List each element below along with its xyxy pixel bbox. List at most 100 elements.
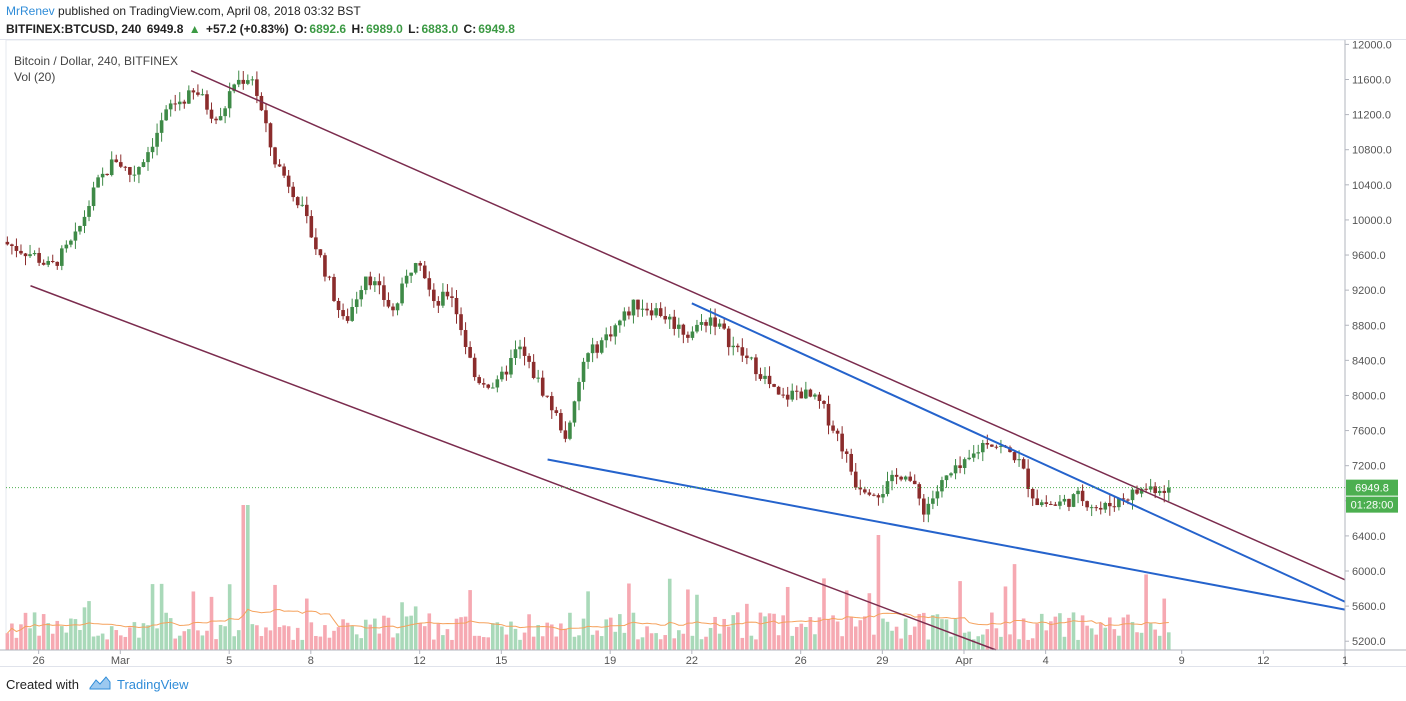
volume-bar [563, 628, 568, 650]
tradingview-logo-icon[interactable] [88, 675, 112, 696]
chart-area[interactable]: 5200.05600.06000.06400.06800.07200.07600… [0, 39, 1406, 667]
volume-bar [332, 630, 336, 650]
candle-body [754, 357, 758, 375]
symbol-ohlc-line: BITFINEX:BTCUSD, 240 6949.8 ▲ +57.2 (+0.… [6, 22, 517, 36]
volume-bar [50, 633, 55, 650]
volume-bar [1112, 629, 1117, 650]
volume-bar [531, 636, 536, 650]
candle-body [699, 322, 704, 325]
volume-bar [391, 637, 395, 650]
candle-body [985, 442, 990, 445]
candle-body [595, 344, 599, 353]
candle-body [436, 301, 441, 306]
volume-bar [549, 624, 554, 650]
volume-bar [776, 635, 781, 650]
volume-bar [1067, 617, 1071, 650]
volume-bar [46, 623, 50, 650]
volume-bar [1126, 614, 1130, 650]
candle-body [418, 263, 423, 266]
volume-bar [477, 635, 481, 650]
candle-body [382, 285, 386, 300]
volume-bar [1166, 632, 1171, 650]
volume-bar [422, 626, 427, 650]
candle-body [264, 110, 268, 124]
volume-bar [794, 626, 799, 650]
time-tick-label: 8 [308, 655, 314, 666]
candle-body [91, 187, 96, 207]
candle-body [763, 375, 767, 379]
candle-body [876, 495, 881, 498]
candle-body [359, 290, 364, 300]
candle-body [495, 379, 500, 388]
volume-bar [790, 635, 795, 650]
candle-body [282, 166, 286, 176]
volume-bar [277, 627, 282, 650]
volume-bar [472, 635, 477, 650]
candle-body [758, 374, 763, 379]
candle-body [726, 328, 731, 348]
volume-bar [1058, 613, 1062, 650]
volume-bar [91, 636, 96, 650]
candle-body [1094, 507, 1098, 509]
trendline-upper-resistance [190, 70, 1346, 581]
candle-body [5, 241, 10, 245]
candle-body [872, 494, 876, 496]
volume-bar [250, 624, 255, 650]
footer: Created with TradingView [0, 666, 1406, 701]
candle-body [128, 167, 132, 175]
volume-bar [150, 584, 155, 650]
volume-bar [96, 635, 100, 650]
candle-body [223, 108, 227, 117]
candle-body [137, 167, 141, 175]
candle-body [232, 84, 237, 92]
volume-bar [259, 636, 264, 650]
volume-bar [490, 623, 495, 650]
volume-bar [958, 581, 962, 650]
candle-body [1144, 488, 1148, 490]
candle-body [227, 91, 232, 109]
volume-bar [427, 613, 432, 650]
chart-grid [5, 39, 1346, 651]
author-link[interactable]: MrRenev [6, 4, 55, 18]
candle-body [545, 395, 550, 397]
candle-body [105, 173, 109, 176]
candle-body [831, 425, 835, 431]
tradingview-link[interactable]: TradingView [117, 677, 189, 692]
volume-bar [1094, 634, 1098, 650]
volume-bar [82, 607, 87, 650]
candle-body [209, 109, 214, 119]
volume-bar [377, 633, 382, 650]
candle-body [159, 120, 164, 133]
volume-bar [359, 638, 364, 650]
candle-body [527, 355, 531, 362]
price-tick-label: 8800.0 [1352, 320, 1386, 332]
candle-body [1080, 490, 1085, 502]
candle-body [908, 476, 912, 481]
volume-bar [980, 634, 985, 650]
candles [5, 70, 1171, 523]
time-tick-label: 19 [604, 655, 616, 666]
candle-body [799, 391, 804, 399]
candle-body [490, 387, 495, 389]
candle-body [14, 245, 19, 251]
volume-bar [985, 629, 990, 650]
volume-bar [831, 615, 835, 650]
volume-bar [314, 635, 318, 650]
volume-bar [1035, 623, 1040, 650]
volume-bar [699, 639, 704, 650]
candle-body [658, 308, 663, 316]
volume-bar [159, 583, 164, 650]
volume-bar [767, 613, 772, 650]
candle-body [1071, 494, 1076, 507]
candle-body [645, 308, 649, 311]
volume-bar [354, 634, 359, 650]
volume-bar [10, 623, 14, 650]
candle-body [794, 390, 799, 392]
candle-body [622, 311, 627, 321]
volume-bar [581, 618, 586, 650]
open-value: 6892.6 [309, 22, 347, 36]
price-chart[interactable]: 5200.05600.06000.06400.06800.07200.07600… [0, 39, 1406, 667]
low-value: 6883.0 [421, 22, 459, 36]
volume-bar [890, 630, 894, 650]
volume-bar [368, 624, 373, 650]
